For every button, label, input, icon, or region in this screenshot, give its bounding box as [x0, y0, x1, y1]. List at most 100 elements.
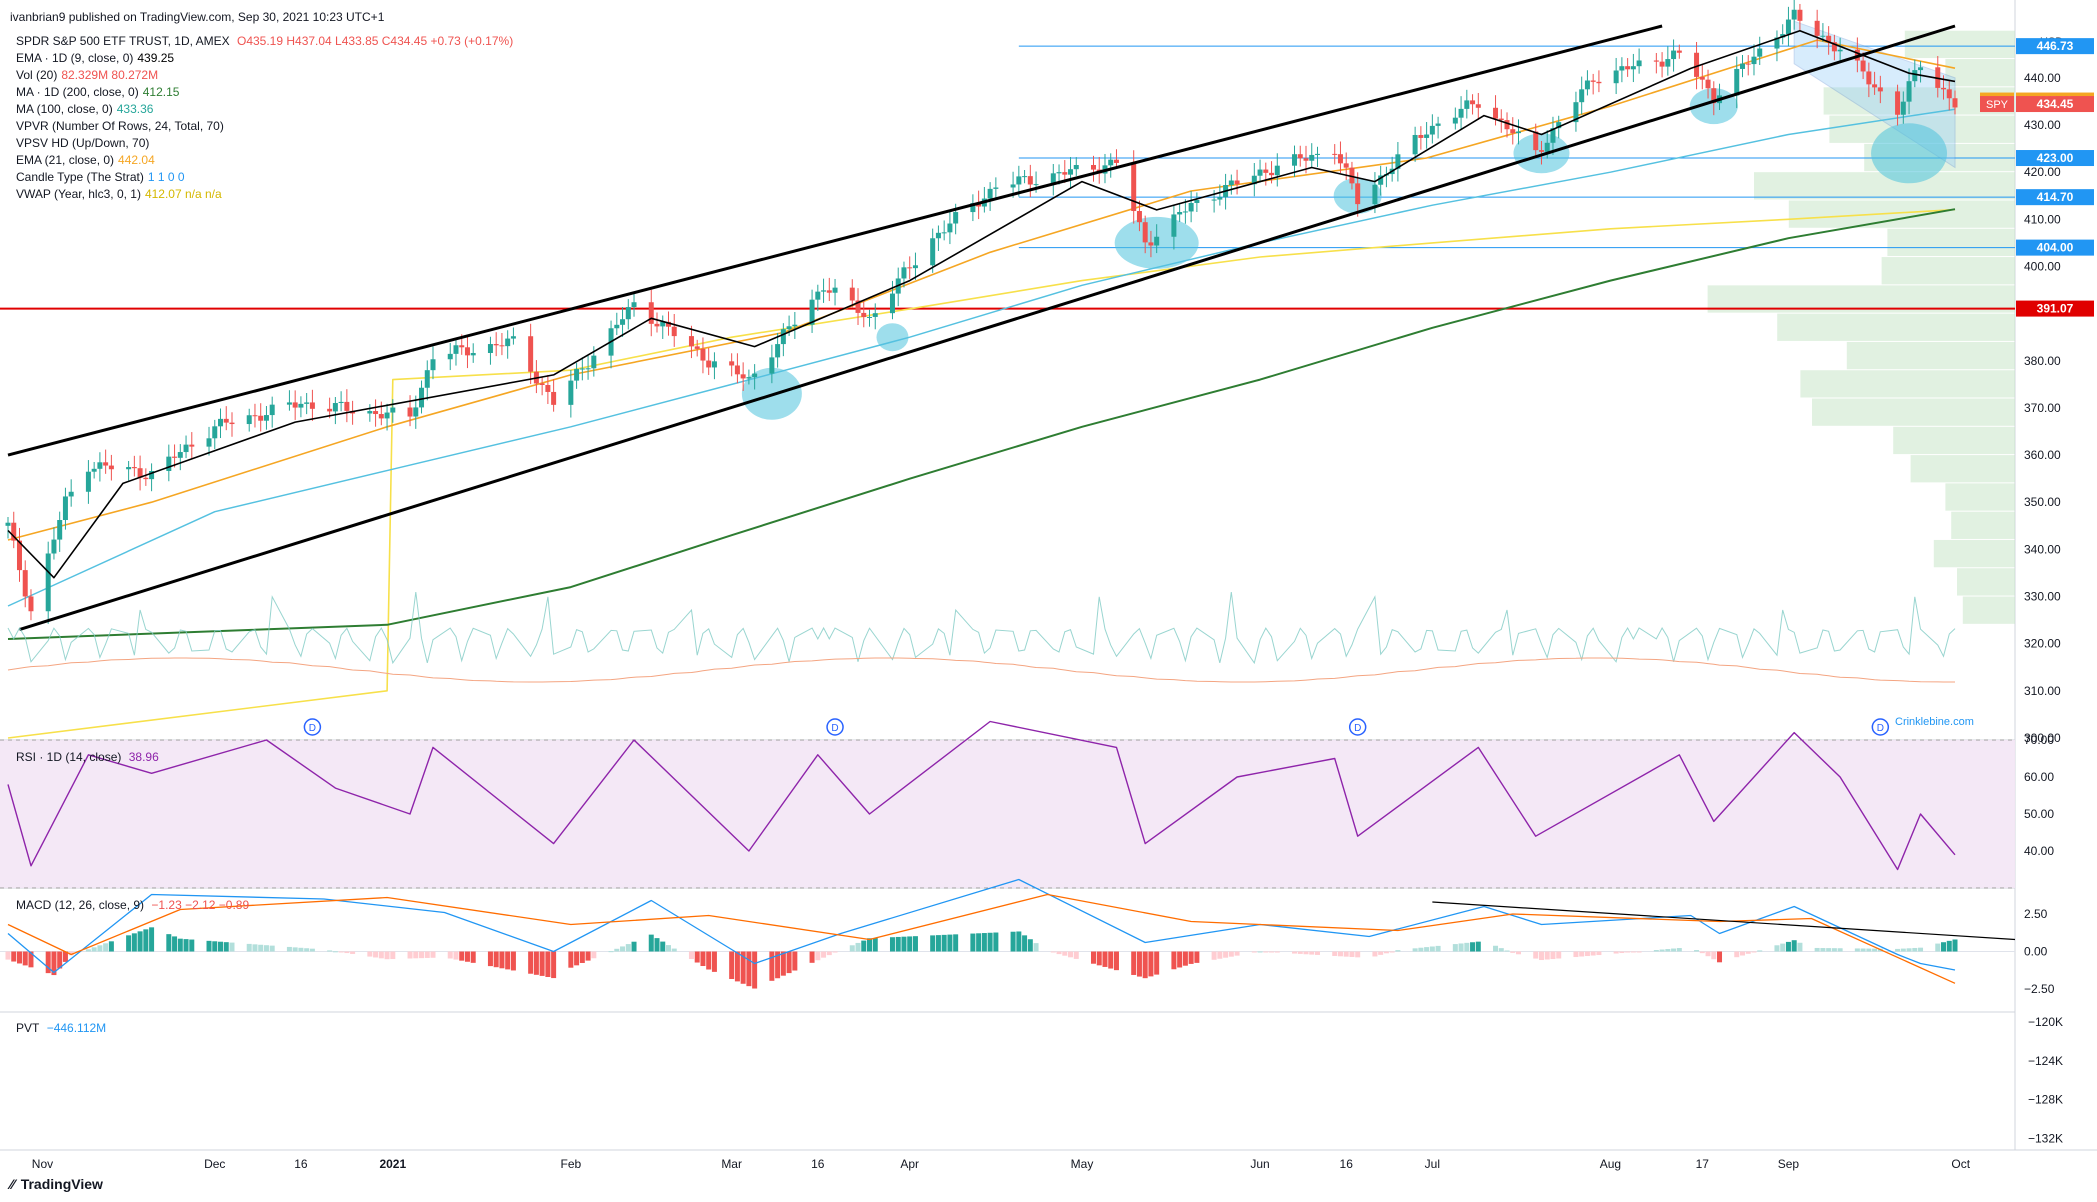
candle-body: [568, 380, 574, 405]
volume-profile-bar: [1957, 568, 2015, 596]
candle-body: [1263, 169, 1269, 173]
candle-body: [16, 540, 22, 571]
macd-histogram-bar: [413, 951, 419, 959]
candle-body: [470, 352, 476, 356]
macd-histogram-bar: [752, 951, 758, 989]
volume-profile-bar: [1945, 483, 2015, 511]
pvt-value: −446.112M: [46, 1021, 107, 1035]
macd-histogram-bar: [1142, 951, 1148, 979]
macd-histogram-bar: [987, 932, 993, 952]
candle-body: [545, 385, 551, 392]
macd-histogram-bar: [688, 951, 694, 960]
candle-body: [1027, 176, 1033, 185]
candle-body: [815, 291, 821, 300]
macd-histogram-bar: [1349, 951, 1355, 957]
legend-row-value: 412.07 n/a n/a: [144, 187, 222, 201]
dividend-marker-letter: D: [831, 723, 838, 734]
macd-histogram-bar: [533, 951, 539, 975]
macd-histogram-bar: [1470, 942, 1476, 952]
macd-histogram-bar: [407, 951, 413, 959]
time-axis-tick: Oct: [1951, 1157, 1970, 1171]
candle-body: [671, 326, 677, 337]
channel-trendline: [19, 24, 1956, 631]
candle-body: [970, 203, 976, 213]
macd-histogram-bar: [85, 949, 91, 952]
footer-brand[interactable]: ⁄⁄ TradingView: [10, 1176, 103, 1192]
candle-body: [57, 519, 63, 540]
dividend-marker-letter: D: [1877, 723, 1884, 734]
price-axis-tick: 320.00: [2024, 637, 2061, 651]
candle-body: [1062, 172, 1068, 175]
candle-body: [453, 345, 459, 354]
legend-row-label: VPVR (Number Of Rows, 24, Total, 70): [16, 119, 224, 133]
candle-body: [1131, 162, 1137, 212]
macd-histogram-bar: [177, 938, 183, 952]
candle-body: [711, 361, 717, 368]
candle-body: [1895, 91, 1901, 115]
macd-histogram-bar: [1228, 951, 1234, 957]
candle-body: [419, 387, 425, 408]
macd-axis-tick: 0.00: [2024, 945, 2048, 959]
macd-histogram-bar: [1073, 951, 1079, 959]
macd-histogram-bar: [579, 951, 585, 963]
candle-body: [68, 491, 74, 497]
volume-profile-bar: [1800, 370, 2015, 398]
rsi-axis-tick: 50.00: [2024, 807, 2054, 821]
pvt-axis-tick: −124K: [2028, 1054, 2063, 1068]
macd-histogram-bar: [1257, 951, 1263, 953]
pvt-axis-tick: −128K: [2028, 1093, 2063, 1107]
macd-histogram-bar: [229, 942, 235, 952]
candle-body: [1837, 49, 1843, 52]
macd-histogram-bar: [1550, 951, 1556, 960]
candle-body: [855, 300, 861, 313]
price-axis-tick: 410.00: [2024, 212, 2061, 226]
price-badge-text: 414.70: [2037, 190, 2074, 204]
macd-histogram-bar: [769, 951, 775, 981]
legend-row: VWAP (Year, hlc3, 0, 1) 412.07 n/a n/a: [16, 186, 517, 203]
macd-histogram-bar: [740, 951, 746, 984]
candle-body: [1711, 88, 1717, 104]
volume-profile-bar: [1777, 313, 2015, 341]
macd-histogram-bar: [1705, 951, 1711, 957]
candle-body: [1757, 48, 1763, 57]
candle-body: [1814, 20, 1820, 36]
candle-body: [1665, 59, 1671, 67]
macd-histogram-bar: [1269, 951, 1275, 953]
candle-body: [1022, 176, 1028, 178]
candle-body: [740, 374, 746, 379]
candle-body: [367, 411, 373, 414]
macd-histogram-bar: [390, 951, 396, 960]
legend-row-value: 1 1 0 0: [147, 170, 185, 184]
time-axis-tick: 16: [294, 1157, 308, 1171]
rsi-axis-tick: 40.00: [2024, 844, 2054, 858]
macd-histogram-bar: [1131, 951, 1137, 975]
macd-histogram-bar: [1274, 951, 1280, 953]
candle-body: [1538, 150, 1544, 152]
volume-profile-bar: [1951, 511, 2015, 539]
candle-body: [1826, 35, 1832, 43]
rsi-value: 38.96: [128, 750, 159, 764]
macd-histogram-bar: [263, 945, 269, 952]
candle-body: [752, 373, 758, 378]
macd-histogram-bar: [373, 951, 379, 958]
macd-histogram-bar: [1935, 943, 1941, 952]
macd-histogram-bar: [1785, 941, 1791, 952]
macd-histogram-bar: [430, 951, 436, 958]
time-axis-tick: Mar: [721, 1157, 742, 1171]
macd-histogram-bar: [1148, 951, 1154, 977]
price-badge: [2016, 150, 2094, 167]
candle-body: [1699, 76, 1705, 80]
candle-body: [252, 415, 258, 417]
macd-histogram-bar: [1659, 949, 1665, 952]
macd-histogram-bar: [447, 951, 453, 959]
macd-histogram-bar: [246, 943, 252, 952]
candle-body: [1676, 50, 1682, 53]
candle-body: [378, 414, 384, 419]
legend-row: EMA (21, close, 0) 442.04: [16, 152, 517, 169]
pvt-legend: PVT −446.112M: [16, 1020, 110, 1037]
candle-body: [889, 293, 895, 314]
candle-body: [620, 319, 626, 325]
macd-histogram-bar: [1182, 951, 1188, 966]
candle-body: [212, 426, 218, 439]
